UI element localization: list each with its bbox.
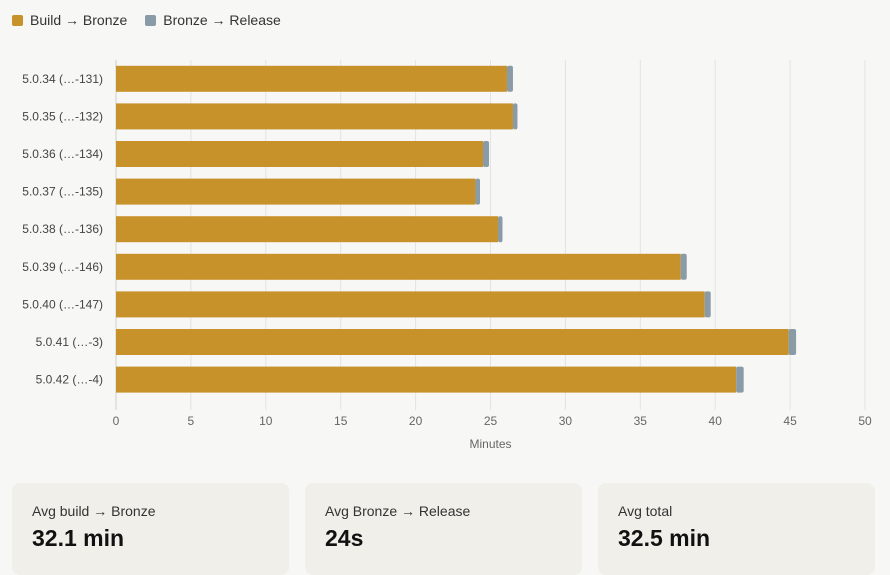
bar-bronze-release	[512, 103, 518, 130]
stat-card-avg-release: Avg Bronze → Release 24s	[305, 483, 582, 575]
x-tick-label: 50	[858, 414, 872, 428]
bar-build-bronze	[116, 103, 513, 130]
bar-build-bronze	[116, 65, 507, 92]
x-tick-label: 30	[559, 414, 573, 428]
legend-label-build-bronze: Build → Bronze	[30, 12, 128, 28]
x-tick-label: 45	[783, 414, 797, 428]
bar-bronze-release	[788, 329, 797, 355]
x-tick-label: 40	[709, 414, 723, 428]
stat-label: Avg total	[618, 503, 673, 519]
bar-build-bronze	[116, 216, 498, 243]
legend-item-bronze-release[interactable]: Bronze → Release	[145, 12, 281, 28]
legend-swatch-build-bronze	[12, 14, 23, 26]
x-tick-label: 25	[484, 414, 498, 428]
stat-label: Avg Bronze → Release	[325, 503, 471, 519]
stats-cards: Avg build → Bronze 32.1 min Avg Bronze →…	[12, 483, 875, 575]
stacked-bar-chart: 0 5 10 15 20 25 30 35 40 45 50 Minutes 5.0.34 (…-131…	[22, 60, 872, 451]
stat-card-avg-build: Avg build → Bronze 32.1 min	[12, 483, 289, 575]
x-tick-label: 20	[409, 414, 423, 428]
bar-build-bronze	[116, 178, 476, 205]
legend-swatch-bronze-release	[145, 14, 157, 26]
x-tick-label: 15	[334, 414, 348, 428]
x-axis-title: Minutes	[469, 437, 511, 451]
stat-card-avg-total: Avg total 32.5 min	[598, 483, 875, 575]
category-label: 5.0.35 (…-132)	[22, 109, 103, 123]
bar-bronze-release	[704, 291, 711, 318]
bar-bronze-release	[475, 178, 481, 205]
x-tick-label: 35	[634, 414, 648, 428]
bar-bronze-release	[483, 141, 490, 167]
category-label: 5.0.40 (…-147)	[22, 297, 103, 311]
bar-bronze-release	[506, 65, 513, 92]
x-tick-label: 10	[259, 414, 273, 428]
stat-value: 32.5 min	[618, 525, 711, 551]
bar-build-bronze	[116, 366, 737, 393]
bar-build-bronze	[116, 329, 789, 355]
x-tick-label: 5	[188, 414, 195, 428]
category-label: 5.0.42 (…-4)	[36, 373, 103, 387]
legend-label-bronze-release: Bronze → Release	[163, 12, 281, 28]
stat-label: Avg build → Bronze	[32, 503, 156, 519]
bar-build-bronze	[116, 141, 484, 167]
category-label: 5.0.41 (…-3)	[36, 335, 103, 349]
bar-bronze-release	[736, 366, 744, 393]
chart-legend: Build → Bronze Bronze → Release	[12, 12, 281, 28]
bar-bronze-release	[680, 253, 687, 280]
bar-bronze-release	[497, 216, 503, 243]
bar-build-bronze	[116, 291, 705, 318]
stat-value: 24s	[325, 525, 364, 551]
legend-item-build-bronze[interactable]: Build → Bronze	[12, 12, 127, 28]
category-label: 5.0.38 (…-136)	[22, 222, 103, 236]
category-label: 5.0.39 (…-146)	[22, 260, 103, 274]
x-tick-label: 0	[113, 414, 120, 428]
bar-build-bronze	[116, 253, 681, 280]
stat-value: 32.1 min	[32, 525, 125, 551]
category-label: 5.0.34 (…-131)	[22, 72, 103, 86]
category-label: 5.0.36 (…-134)	[22, 147, 103, 161]
category-label: 5.0.37 (…-135)	[22, 185, 103, 199]
